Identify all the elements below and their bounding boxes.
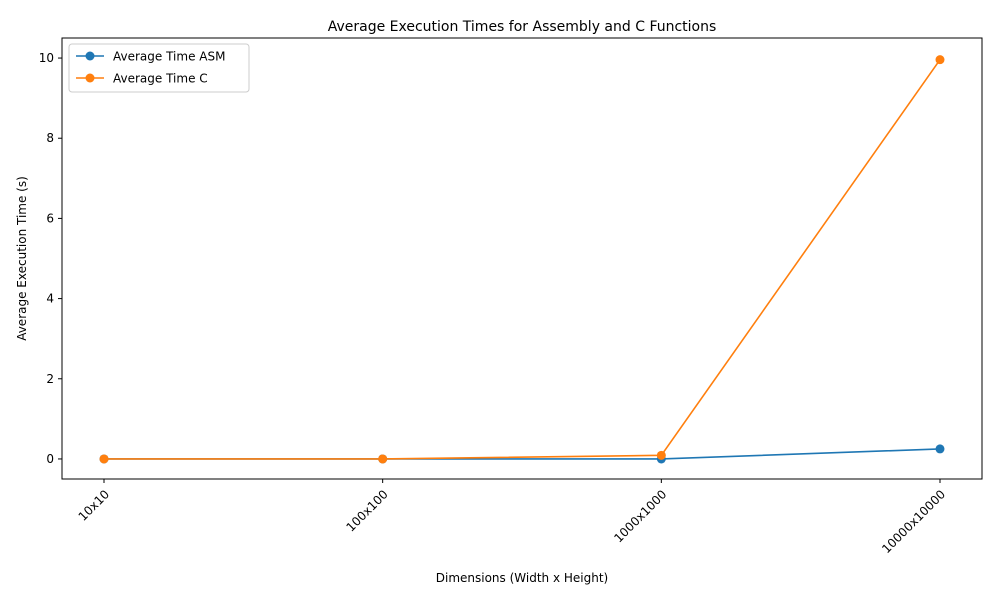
legend-label: Average Time ASM xyxy=(113,50,225,64)
series-layer xyxy=(99,55,945,464)
x-axis-label: Dimensions (Width x Height) xyxy=(436,571,608,585)
y-tick-label: 6 xyxy=(46,211,54,225)
chart-title: Average Execution Times for Assembly and… xyxy=(328,19,717,35)
x-tick-label: 10x10 xyxy=(76,487,113,524)
y-axis: 0 2 4 6 8 10 xyxy=(39,51,62,466)
legend: Average Time ASM Average Time C xyxy=(68,43,250,93)
plot-area-frame xyxy=(61,37,983,480)
series-point xyxy=(935,55,945,65)
series-point xyxy=(935,444,945,454)
series-point xyxy=(656,450,666,460)
y-tick-label: 10 xyxy=(39,51,54,65)
x-tick-label: 10000x10000 xyxy=(879,487,948,556)
x-tick-label: 1000x1000 xyxy=(611,487,669,545)
x-axis: 10x10 100x100 1000x1000 10000x10000 xyxy=(76,479,948,556)
legend-marker xyxy=(85,73,95,83)
y-tick-label: 2 xyxy=(46,372,54,386)
legend-marker xyxy=(85,51,95,61)
legend-label: Average Time C xyxy=(113,72,208,86)
x-tick-label: 100x100 xyxy=(343,487,390,534)
series-line xyxy=(104,59,941,460)
series-point xyxy=(378,454,388,464)
y-tick-label: 0 xyxy=(46,452,54,466)
y-tick-label: 8 xyxy=(46,131,54,145)
legend-box xyxy=(68,43,250,93)
y-axis-label: Average Execution Time (s) xyxy=(15,176,29,341)
y-tick-label: 4 xyxy=(46,292,54,306)
series-point xyxy=(99,454,109,464)
